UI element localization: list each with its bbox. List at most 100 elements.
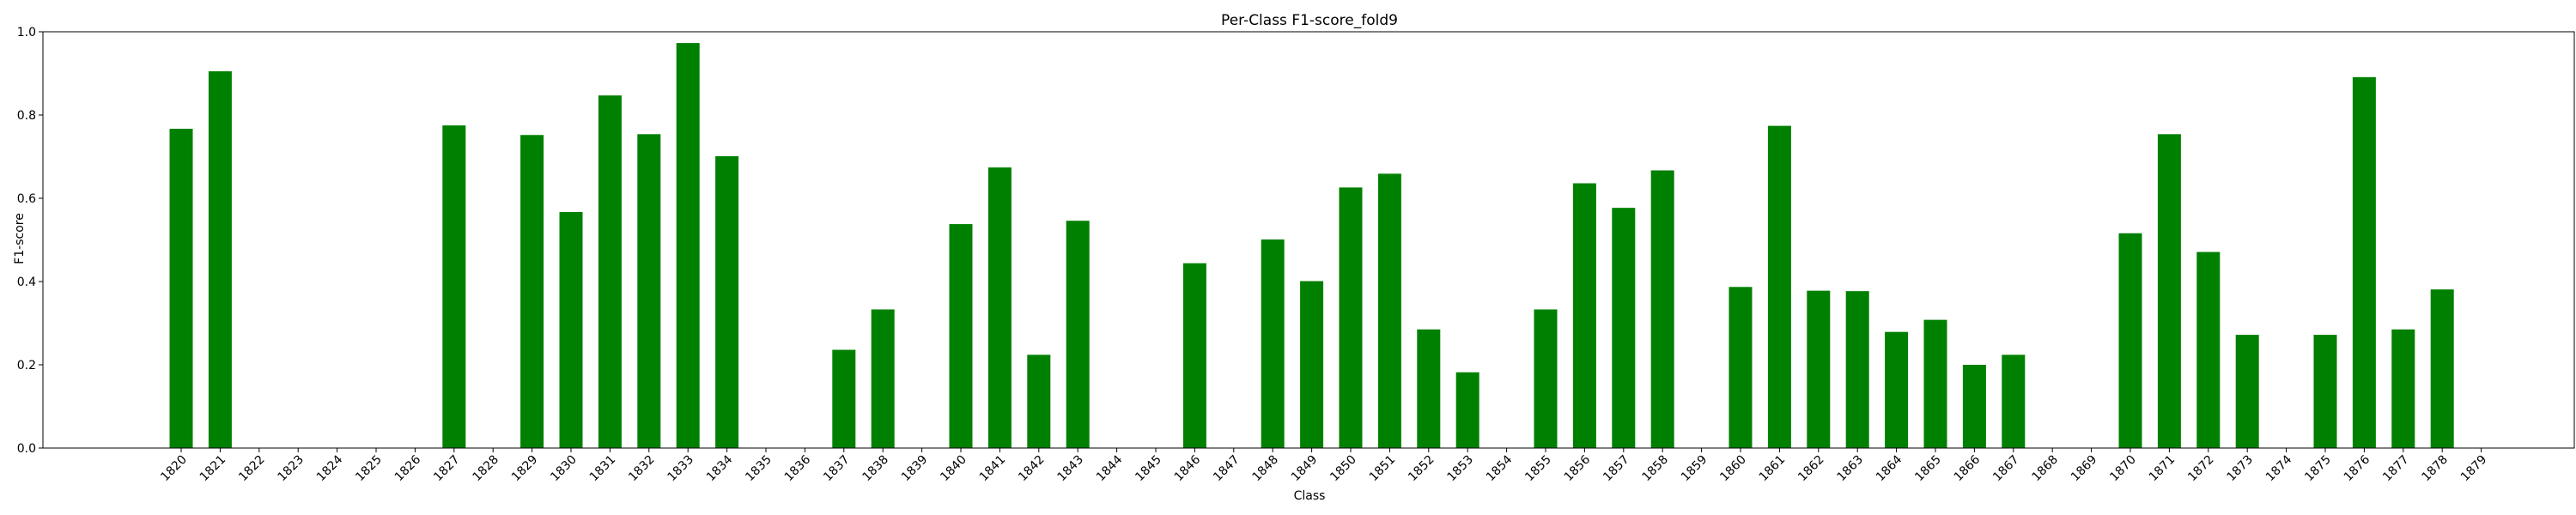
x-tick-label-1847: 1847	[1211, 453, 1242, 485]
bar-1851	[1377, 173, 1401, 448]
bar-1830	[559, 212, 583, 448]
bar-1863	[1845, 291, 1869, 448]
x-tick-label-1832: 1832	[626, 453, 658, 485]
x-tick-label-1820: 1820	[158, 453, 190, 485]
x-tick-label-1844: 1844	[1094, 452, 1126, 484]
x-tick-label-1872: 1872	[2185, 453, 2217, 485]
bar-1829	[520, 135, 544, 448]
y-tick-label-1.0: 1.0	[17, 26, 36, 39]
bar-1850	[1339, 187, 1363, 448]
x-tick-label-1860: 1860	[1717, 453, 1749, 485]
x-tick-label-1862: 1862	[1795, 453, 1827, 485]
y-tick-label-0.2: 0.2	[17, 359, 36, 373]
bar-1832	[637, 134, 661, 448]
bar-1827	[442, 125, 466, 448]
x-tick-label-1841: 1841	[977, 453, 1009, 485]
x-tick-label-1829: 1829	[509, 453, 541, 485]
x-tick-label-1856: 1856	[1562, 452, 1594, 484]
bar-1852	[1417, 329, 1441, 448]
y-axis: 0.0 0.2 0.4 0.6 0.8 1.0	[17, 26, 43, 456]
y-axis-label: F1-score	[13, 213, 27, 264]
x-tick-label-1853: 1853	[1445, 453, 1477, 485]
x-tick-label-1864: 1864	[1874, 452, 1905, 484]
x-tick-label-1833: 1833	[665, 453, 697, 485]
bar-1877	[2391, 329, 2415, 448]
bar-1857	[1612, 208, 1636, 448]
bar-1875	[2313, 335, 2337, 448]
x-tick-label-1874: 1874	[2263, 452, 2295, 484]
x-tick-label-1848: 1848	[1250, 453, 1282, 485]
x-tick-label-1866: 1866	[1952, 452, 1984, 484]
x-tick-label-1869: 1869	[2069, 453, 2100, 485]
x-axis: 1820 1821 1822 1823 1824 1825 1826 1827 1828 1829…	[158, 448, 2489, 484]
x-tick-label-1870: 1870	[2107, 453, 2139, 485]
x-tick-label-1843: 1843	[1055, 453, 1087, 485]
x-tick-label-1830: 1830	[548, 453, 580, 485]
bar-1867	[2002, 354, 2026, 448]
x-tick-label-1845: 1845	[1133, 453, 1164, 485]
bar-1831	[598, 95, 622, 448]
bar-1853	[1455, 372, 1479, 448]
x-tick-label-1822: 1822	[236, 453, 268, 485]
x-tick-label-1861: 1861	[1757, 453, 1789, 485]
x-tick-label-1854: 1854	[1484, 452, 1516, 484]
bar-1858	[1650, 170, 1674, 448]
bar-1848	[1261, 239, 1285, 448]
bar-1864	[1885, 331, 1909, 448]
x-tick-label-1837: 1837	[821, 453, 853, 485]
bars-group	[169, 43, 2454, 449]
bar-1871	[2157, 134, 2181, 448]
x-tick-label-1846: 1846	[1172, 452, 1204, 484]
bar-1860	[1728, 287, 1753, 448]
x-tick-label-1879: 1879	[2458, 453, 2490, 485]
bar-1842	[1027, 354, 1051, 448]
bar-1861	[1767, 125, 1791, 449]
bar-1865	[1923, 319, 1947, 448]
bar-1849	[1300, 281, 1324, 448]
x-tick-label-1828: 1828	[471, 453, 502, 485]
x-tick-label-1824: 1824	[314, 452, 346, 484]
x-tick-label-1825: 1825	[353, 453, 385, 485]
bar-1840	[949, 224, 973, 448]
x-tick-label-1842: 1842	[1016, 453, 1048, 485]
bar-1862	[1807, 290, 1831, 448]
x-tick-label-1863: 1863	[1835, 453, 1867, 485]
bar-1855	[1534, 309, 1558, 448]
bar-1876	[2352, 76, 2376, 449]
y-tick-label-0.0: 0.0	[17, 442, 36, 456]
x-tick-label-1851: 1851	[1367, 453, 1399, 485]
x-tick-label-1868: 1868	[2030, 453, 2062, 485]
y-tick-label-0.4: 0.4	[17, 276, 36, 289]
bar-1878	[2430, 289, 2454, 448]
x-tick-label-1834: 1834	[704, 452, 736, 484]
x-tick-label-1826: 1826	[392, 452, 424, 484]
x-tick-label-1858: 1858	[1640, 453, 1672, 485]
bar-1846	[1182, 263, 1206, 448]
x-tick-label-1867: 1867	[1990, 453, 2022, 485]
chart-title: Per-Class F1-score_fold9	[1221, 12, 1398, 29]
bar-1870	[2118, 233, 2142, 448]
x-tick-label-1823: 1823	[276, 453, 307, 485]
bar-1872	[2196, 251, 2221, 448]
x-tick-label-1873: 1873	[2225, 453, 2257, 485]
x-tick-label-1836: 1836	[782, 452, 814, 484]
x-tick-label-1831: 1831	[587, 453, 619, 485]
bar-1873	[2235, 335, 2259, 448]
bar-1843	[1066, 221, 1090, 448]
x-tick-label-1859: 1859	[1679, 453, 1710, 485]
bar-1866	[1962, 365, 1986, 448]
bar-1838	[871, 309, 895, 448]
x-tick-label-1827: 1827	[431, 453, 463, 485]
x-tick-label-1840: 1840	[938, 453, 969, 485]
bar-1841	[987, 167, 1012, 449]
x-tick-label-1838: 1838	[860, 453, 892, 485]
x-tick-label-1857: 1857	[1601, 453, 1632, 485]
x-tick-label-1821: 1821	[197, 453, 229, 485]
x-tick-label-1855: 1855	[1522, 453, 1554, 485]
x-tick-label-1876: 1876	[2342, 452, 2373, 484]
x-tick-label-1865: 1865	[1912, 453, 1944, 485]
x-tick-label-1871: 1871	[2147, 453, 2178, 485]
bar-1833	[676, 43, 700, 448]
y-tick-label-0.6: 0.6	[17, 192, 36, 206]
